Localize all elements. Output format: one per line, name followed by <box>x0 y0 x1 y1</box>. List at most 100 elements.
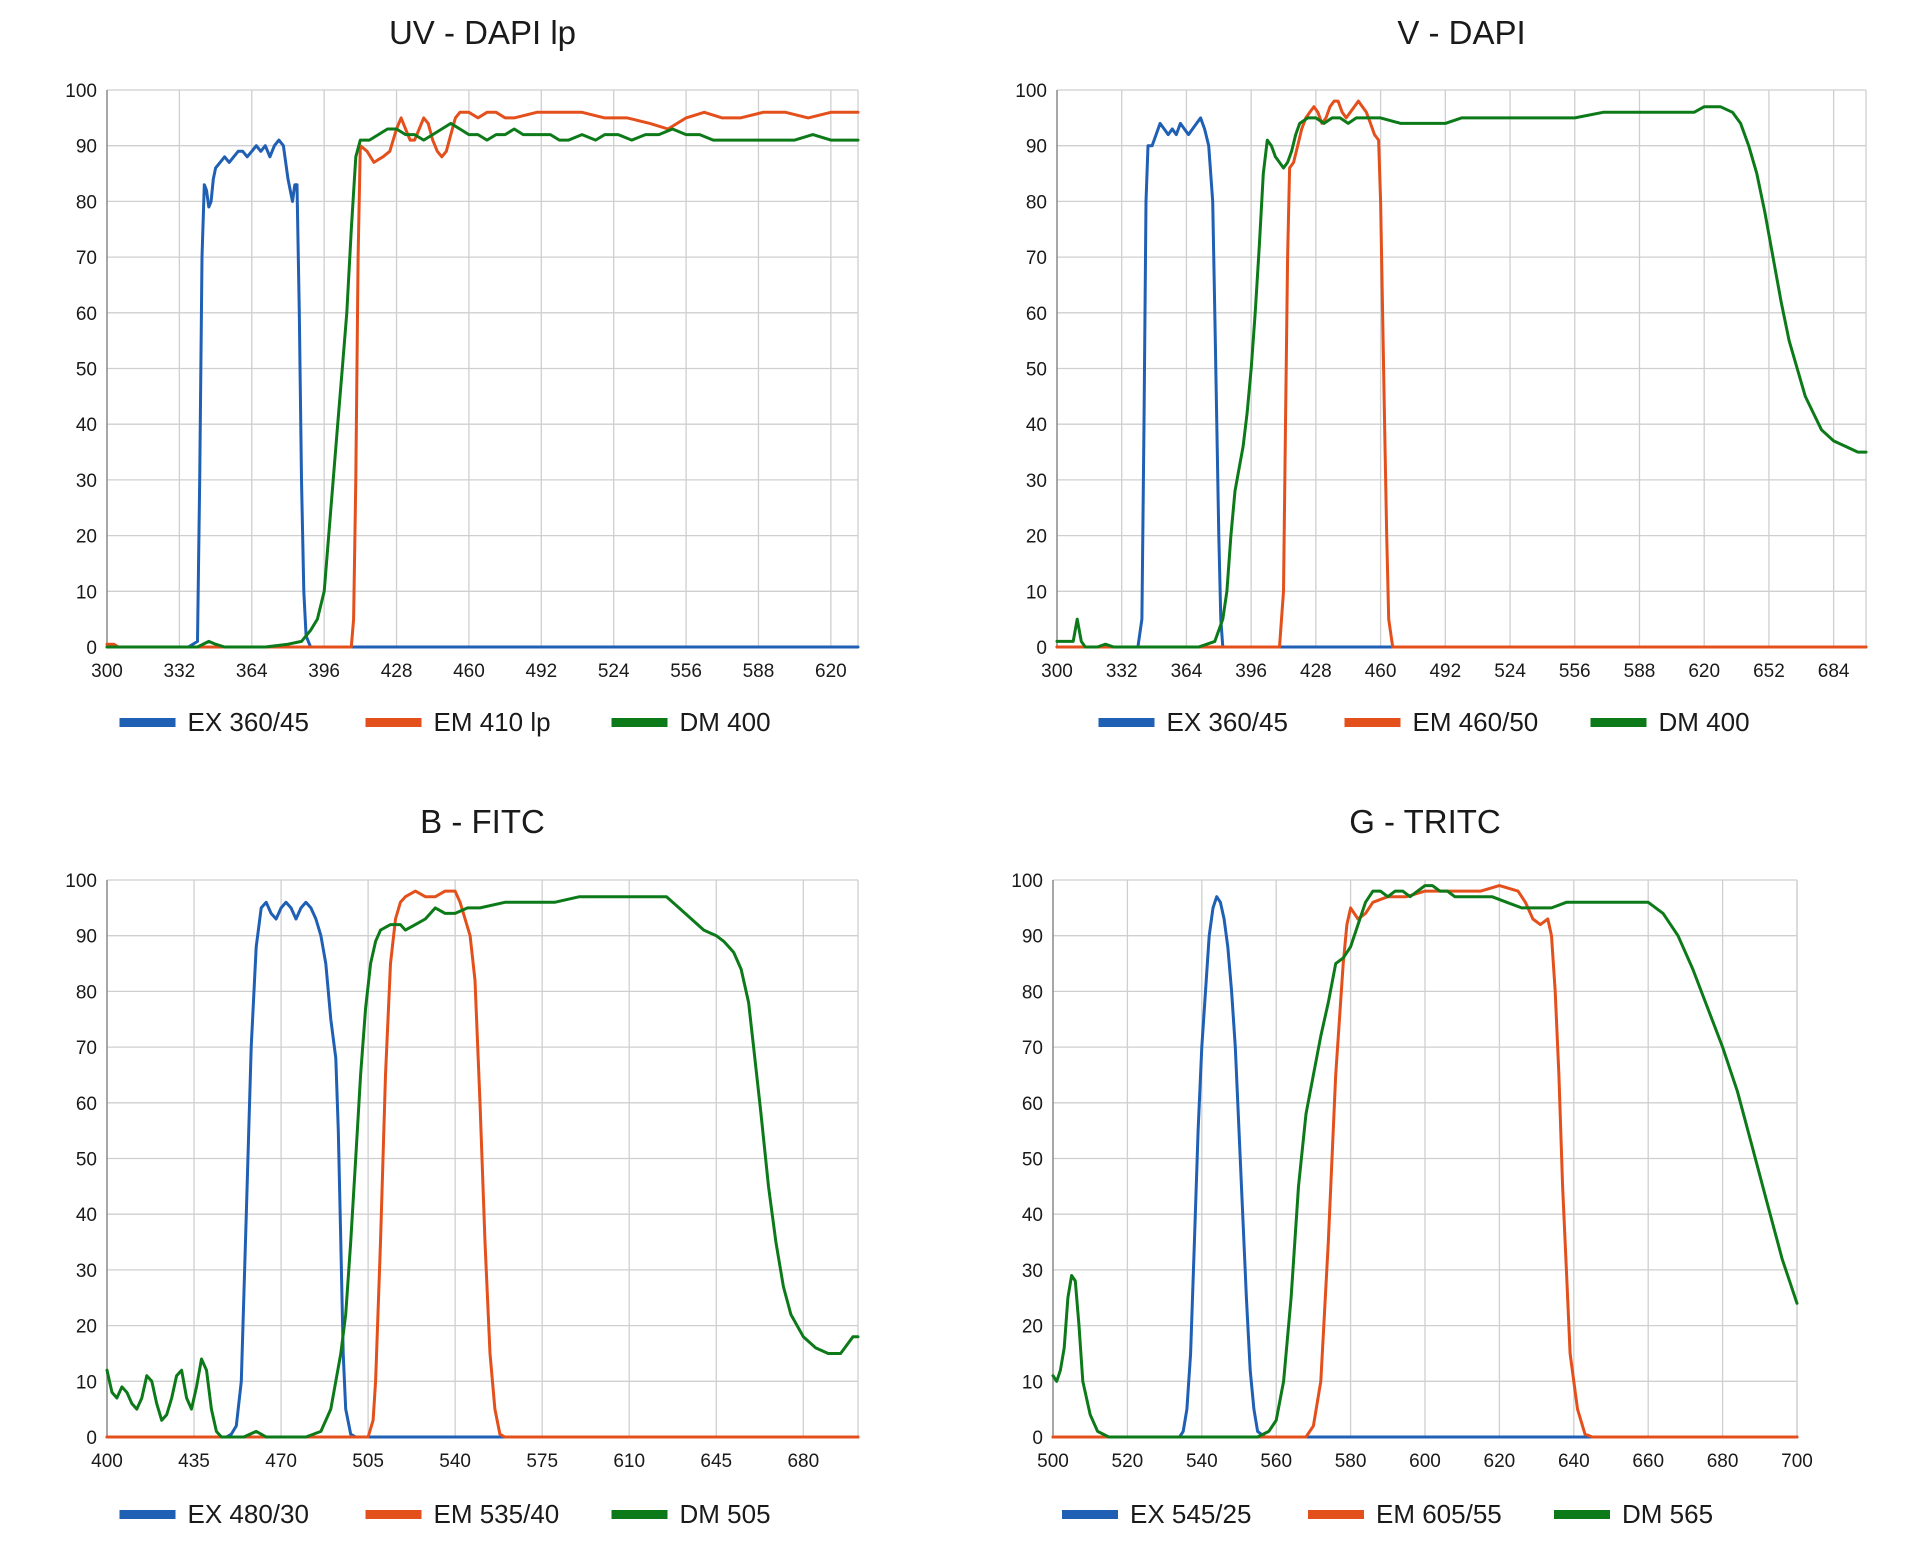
series-line-dm-400 <box>105 121 860 649</box>
y-tick-label: 90 <box>76 137 97 158</box>
legend-label: DM 400 <box>1659 707 1750 737</box>
chart-title: B - FITC <box>420 803 545 840</box>
legend-swatch <box>611 1510 668 1519</box>
chart-svg: UV - DAPI lp 0 10 20 30 40 50 60 70 80 90 100 300 332… <box>65 14 860 737</box>
x-tick-label: 620 <box>1688 661 1720 682</box>
x-tick-label: 428 <box>381 661 413 682</box>
x-tick-label: 460 <box>1365 661 1397 682</box>
y-tick-label: 80 <box>76 982 97 1003</box>
x-tick-label: 640 <box>1558 1451 1590 1472</box>
series-line-em-535-40 <box>105 889 860 1439</box>
legend-swatch <box>1590 718 1647 727</box>
legend-label: EM 460/50 <box>1413 707 1539 737</box>
y-tick-label: 10 <box>76 582 97 603</box>
y-tick-label: 0 <box>1032 1428 1043 1449</box>
x-tick-label: 680 <box>1707 1451 1739 1472</box>
y-tick-label: 90 <box>1022 927 1043 948</box>
legend-label: EM 410 lp <box>434 707 551 737</box>
x-tick-label: 660 <box>1632 1451 1664 1472</box>
y-tick-label: 30 <box>1022 1261 1043 1282</box>
legend-label: DM 565 <box>1622 1499 1713 1529</box>
x-tick-label: 588 <box>743 661 775 682</box>
x-tick-label: 575 <box>526 1451 558 1472</box>
chart-panel-uv-dapi-lp: UV - DAPI lp 0 10 20 30 40 50 60 70 80 90 100 300 332… <box>0 0 960 773</box>
y-tick-label: 10 <box>76 1372 97 1393</box>
series-line-dm-400 <box>1055 105 1868 649</box>
y-tick-label: 60 <box>1022 1094 1043 1115</box>
chart-panel-v-dapi: V - DAPI 0 10 20 30 40 50 60 70 80 90 100 300 332 364 3… <box>960 0 1920 773</box>
y-tick-label: 20 <box>76 1317 97 1338</box>
x-tick-label: 580 <box>1335 1451 1367 1472</box>
x-tick-label: 600 <box>1409 1451 1441 1472</box>
y-tick-label: 70 <box>1022 1038 1043 1059</box>
x-tick-label: 620 <box>1484 1451 1516 1472</box>
y-tick-label: 30 <box>76 471 97 492</box>
y-tick-label: 0 <box>86 638 97 659</box>
x-tick-label: 300 <box>1041 661 1073 682</box>
y-tick-label: 80 <box>76 192 97 213</box>
x-tick-label: 524 <box>598 661 630 682</box>
legend-swatch <box>119 718 176 727</box>
legend-label: EM 535/40 <box>434 1499 560 1529</box>
x-tick-label: 364 <box>1171 661 1203 682</box>
series-group <box>105 110 860 649</box>
x-tick-label: 364 <box>236 661 268 682</box>
series-line-em-605-55 <box>1051 884 1799 1439</box>
series-line-dm-565 <box>1051 884 1799 1439</box>
legend-label: EX 480/30 <box>188 1499 309 1529</box>
x-tick-label: 300 <box>91 661 123 682</box>
legend-label: DM 505 <box>680 1499 771 1529</box>
legend-label: DM 400 <box>680 707 771 737</box>
y-tick-label: 10 <box>1022 1372 1043 1393</box>
series-line-ex-360-45 <box>1055 116 1868 649</box>
chart-svg: G - TRITC 0 10 20 30 40 50 60 70 80 90 100 500 520 540… <box>1011 803 1813 1529</box>
y-tick-label: 30 <box>76 1261 97 1282</box>
y-tick-label: 50 <box>1026 360 1047 381</box>
chart-title: UV - DAPI lp <box>389 14 576 51</box>
x-tick-label: 400 <box>91 1451 123 1472</box>
legend-swatch <box>611 718 668 727</box>
chart-title: V - DAPI <box>1397 14 1525 51</box>
y-tick-label: 40 <box>1026 415 1047 436</box>
x-tick-label: 460 <box>453 661 485 682</box>
x-tick-label: 500 <box>1037 1451 1069 1472</box>
legend-swatch <box>1098 718 1155 727</box>
series-group <box>1055 99 1868 649</box>
series-line-ex-360-45 <box>105 138 860 649</box>
x-tick-label: 492 <box>525 661 557 682</box>
chart-svg: V - DAPI 0 10 20 30 40 50 60 70 80 90 100 300 332 364 3… <box>1015 14 1868 737</box>
legend-swatch <box>1554 1510 1610 1519</box>
series-group <box>1051 884 1799 1439</box>
x-tick-label: 540 <box>1186 1451 1218 1472</box>
y-tick-label: 100 <box>65 81 97 102</box>
y-tick-label: 40 <box>76 415 97 436</box>
x-tick-label: 700 <box>1781 1451 1813 1472</box>
chart-title: G - TRITC <box>1349 803 1501 840</box>
y-tick-label: 50 <box>76 1150 97 1171</box>
x-tick-label: 684 <box>1818 661 1850 682</box>
y-tick-label: 20 <box>1026 527 1047 548</box>
x-tick-label: 396 <box>308 661 340 682</box>
y-tick-label: 70 <box>76 1038 97 1059</box>
x-tick-label: 505 <box>352 1451 384 1472</box>
x-tick-label: 332 <box>1106 661 1138 682</box>
x-tick-label: 652 <box>1753 661 1785 682</box>
x-tick-label: 428 <box>1300 661 1332 682</box>
legend-swatch <box>365 718 422 727</box>
y-tick-label: 100 <box>65 871 97 892</box>
series-group <box>105 889 860 1439</box>
legend-swatch <box>1344 718 1401 727</box>
y-tick-label: 50 <box>76 360 97 381</box>
y-tick-label: 20 <box>76 527 97 548</box>
y-tick-label: 90 <box>76 927 97 948</box>
y-tick-label: 40 <box>1022 1205 1043 1226</box>
x-tick-label: 556 <box>1559 661 1591 682</box>
x-tick-label: 524 <box>1494 661 1526 682</box>
x-tick-label: 470 <box>265 1451 297 1472</box>
y-tick-label: 60 <box>1026 304 1047 325</box>
y-tick-label: 100 <box>1015 81 1047 102</box>
y-tick-label: 10 <box>1026 582 1047 603</box>
x-tick-label: 556 <box>670 661 702 682</box>
x-tick-label: 620 <box>815 661 847 682</box>
x-tick-label: 610 <box>613 1451 645 1472</box>
